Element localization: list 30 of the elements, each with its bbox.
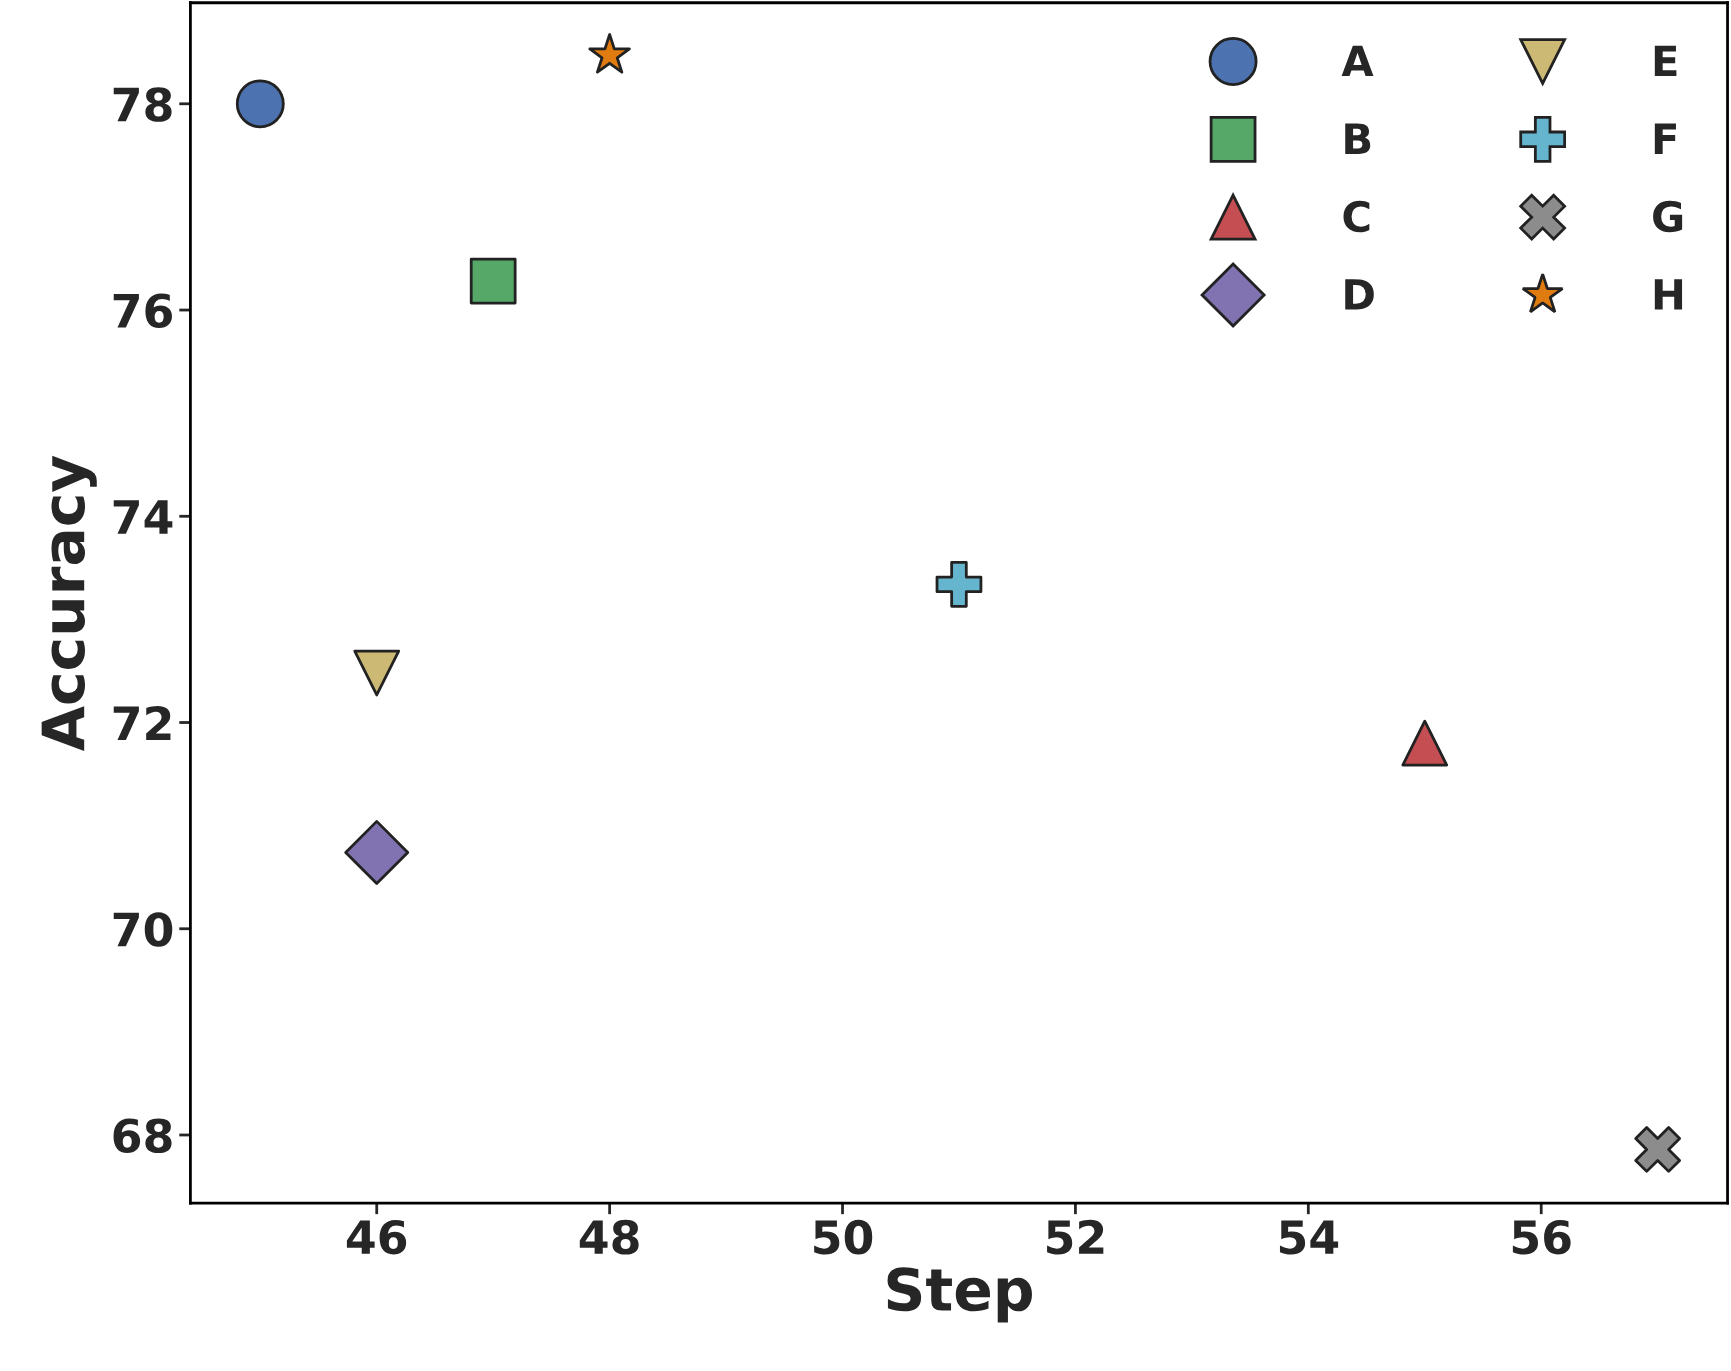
y-axis-title: Accuracy bbox=[41, 455, 97, 751]
x-tick-label: 46 bbox=[346, 1219, 407, 1255]
legend-label: H bbox=[1654, 279, 1683, 310]
legend-label: B bbox=[1345, 123, 1371, 154]
x-tick-label: 54 bbox=[1279, 1220, 1339, 1255]
y-tick-label: 78 bbox=[113, 87, 172, 122]
point bbox=[588, 33, 631, 74]
y-tick-label: 72 bbox=[113, 705, 171, 740]
x-tick-label: 48 bbox=[579, 1219, 639, 1255]
point bbox=[1634, 1126, 1682, 1173]
x-tick-label: 56 bbox=[1512, 1219, 1571, 1255]
legend-label: D bbox=[1345, 279, 1374, 310]
legend-label: C bbox=[1343, 200, 1370, 233]
point bbox=[353, 649, 401, 697]
point bbox=[1401, 719, 1449, 767]
point bbox=[469, 257, 517, 305]
legend-label: E bbox=[1654, 45, 1677, 77]
y-tick-label: 68 bbox=[113, 1118, 172, 1154]
point bbox=[235, 79, 285, 129]
legend-label: A bbox=[1341, 45, 1374, 77]
point bbox=[344, 820, 410, 885]
legend-label: G bbox=[1653, 200, 1683, 233]
legend-label: F bbox=[1654, 123, 1676, 154]
y-tick-label: 70 bbox=[113, 912, 173, 947]
x-tick-label: 52 bbox=[1047, 1219, 1104, 1255]
point bbox=[935, 560, 983, 608]
x-axis-title: Step bbox=[887, 1267, 1032, 1323]
x-tick-label: 50 bbox=[814, 1219, 873, 1255]
y-tick-label: 76 bbox=[113, 293, 172, 329]
y-tick-label: 74 bbox=[113, 500, 173, 534]
